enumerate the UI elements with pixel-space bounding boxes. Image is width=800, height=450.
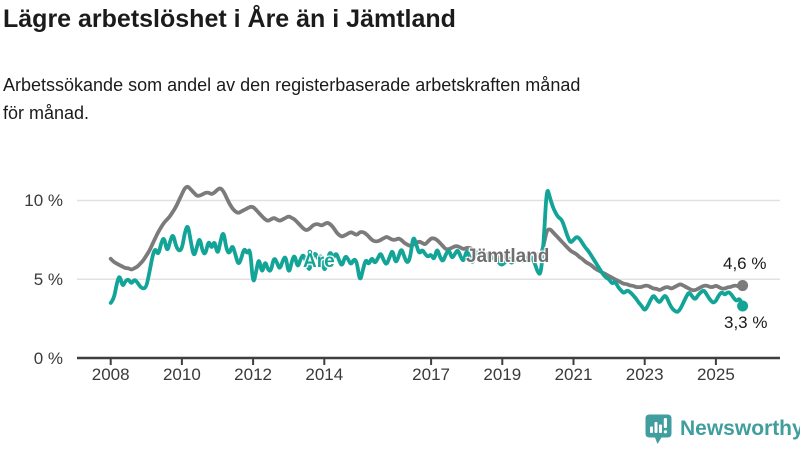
x-tick-label: 2017 <box>412 365 451 384</box>
series-label-are: Åre <box>303 251 335 272</box>
endpoint-dot-åre <box>737 300 749 312</box>
subtitle-line-1: Arbetssökande som andel av den registerb… <box>3 75 581 95</box>
line-åre <box>108 189 745 314</box>
chart-subtitle: Arbetssökande som andel av den registerb… <box>3 71 580 127</box>
x-tick-label: 2012 <box>234 365 273 384</box>
endpoint-dot-jämtland <box>737 280 749 292</box>
x-tick-label: 2010 <box>162 365 201 384</box>
x-tick-label: 2021 <box>554 365 593 384</box>
series-label-jamtland: Jämtland <box>466 246 550 267</box>
newsworthy-logo-text: Newsworthy <box>680 417 800 440</box>
x-tick-label: 2025 <box>696 365 735 384</box>
y-tick-label: 5 % <box>33 269 63 289</box>
y-tick-label: 0 % <box>33 348 63 368</box>
x-tick-label: 2023 <box>625 365 664 384</box>
subtitle-line-2: för månad. <box>3 103 90 123</box>
y-tick-label: 10 % <box>24 191 63 210</box>
end-value-are: 3,3 % <box>724 313 768 332</box>
x-tick-label: 2019 <box>483 365 522 384</box>
newsworthy-logo-icon <box>645 414 672 450</box>
page-title: Lägre arbetslöshet i Åre än i Jämtland <box>3 5 456 33</box>
line-jämtland <box>108 184 745 293</box>
x-tick-label: 2008 <box>91 365 130 384</box>
x-tick-label: 2014 <box>305 365 344 384</box>
newsworthy-logo[interactable]: Newsworthy <box>645 414 800 450</box>
end-value-jamtland: 4,6 % <box>723 254 767 273</box>
